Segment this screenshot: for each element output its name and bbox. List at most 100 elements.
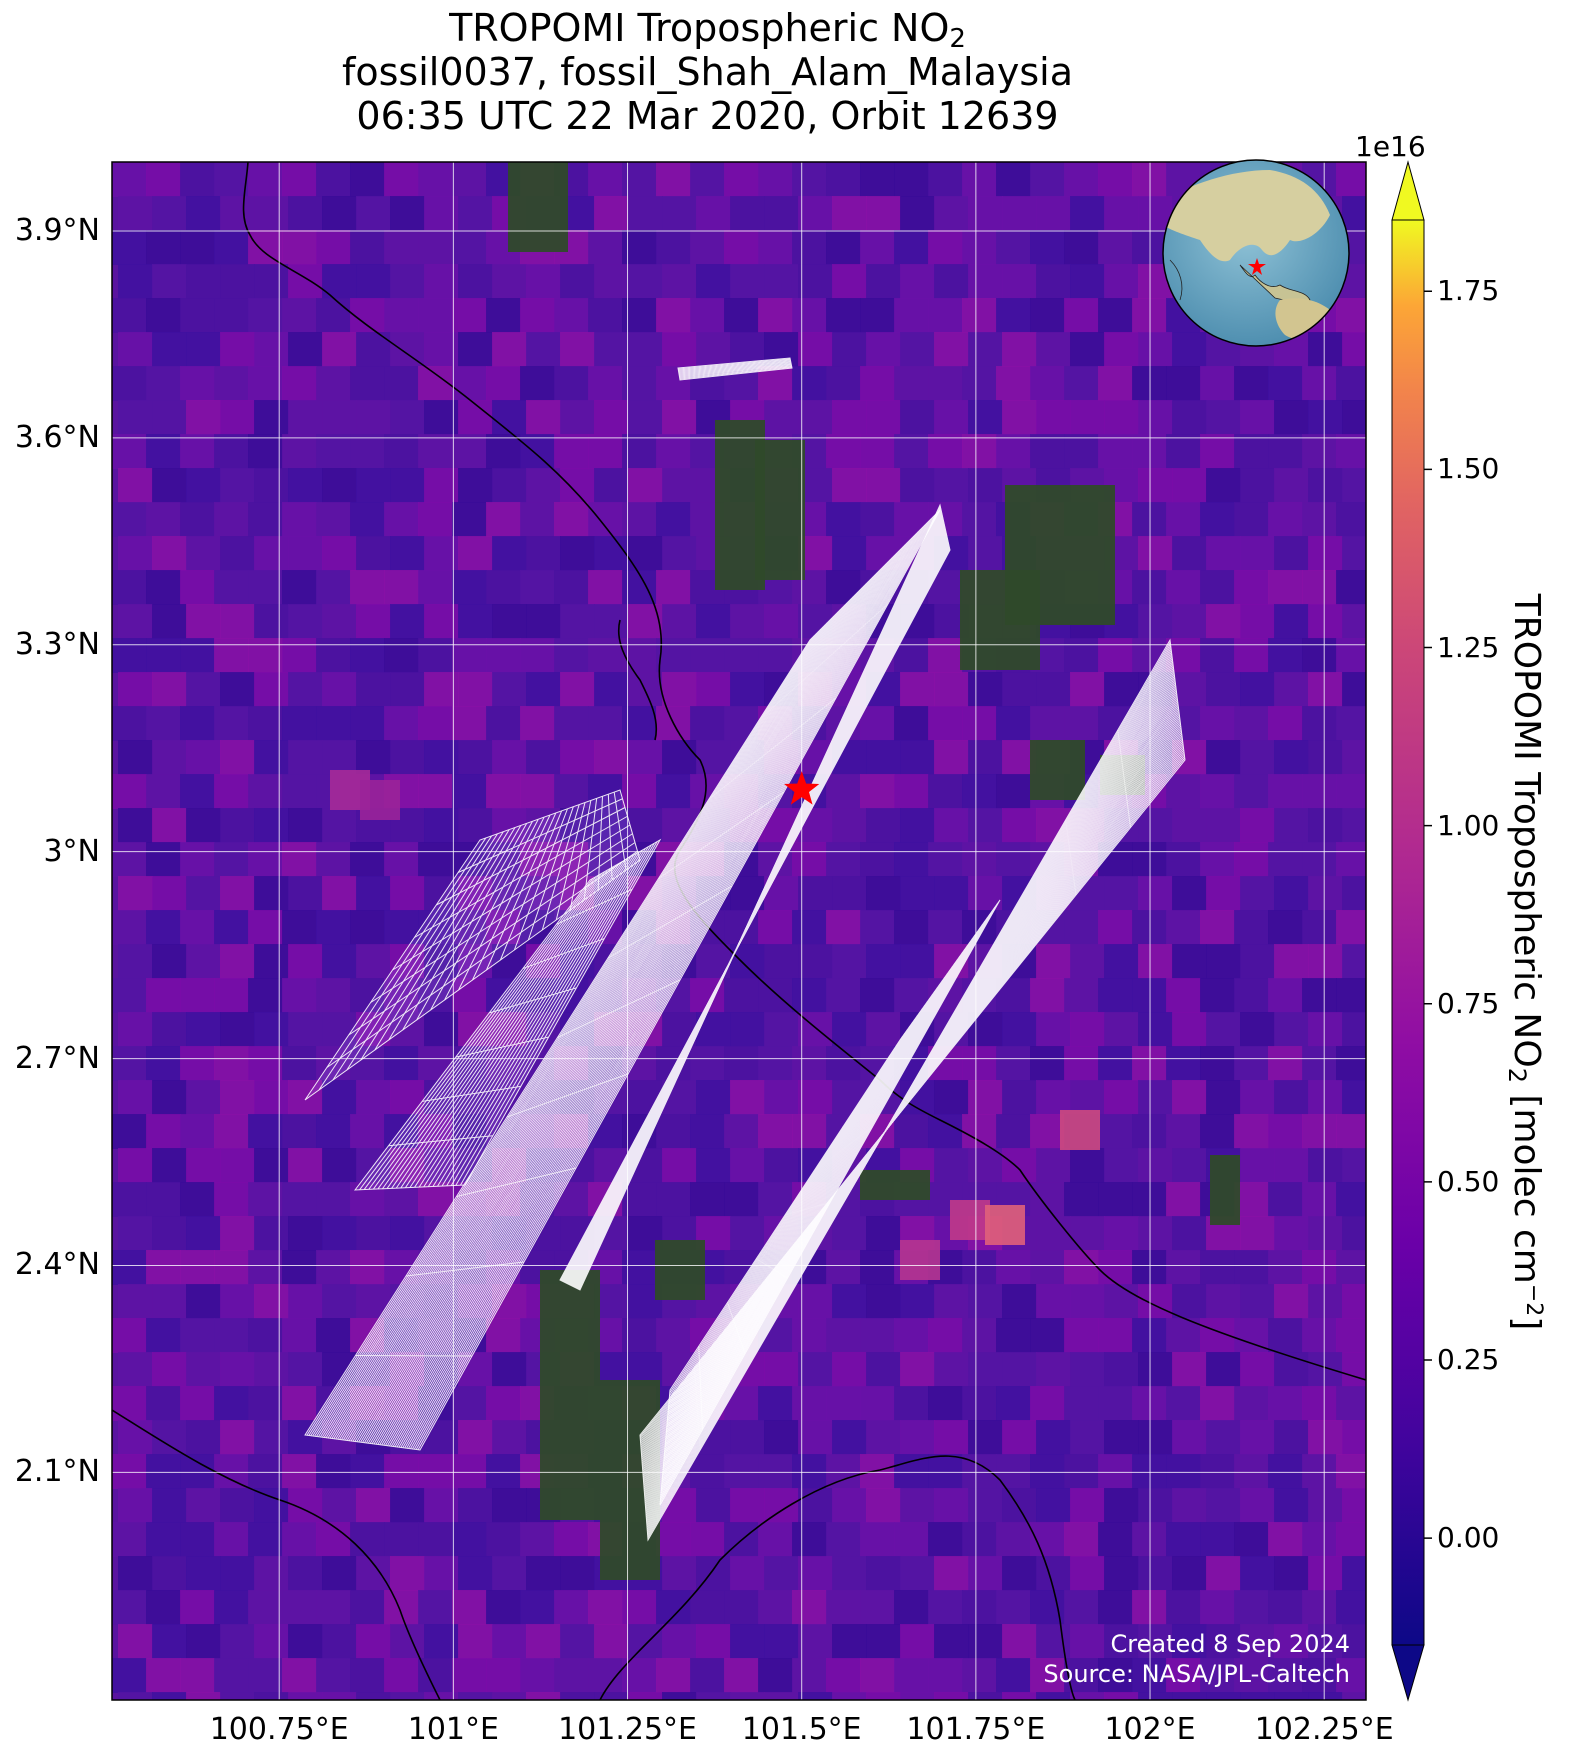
no2-pixel — [1274, 536, 1309, 571]
no2-pixel — [452, 298, 487, 333]
no2-pixel — [1268, 774, 1303, 809]
no2-pixel — [1302, 1590, 1337, 1625]
no2-pixel — [384, 1658, 419, 1693]
no2-pixel — [1104, 1692, 1139, 1700]
no2-pixel — [322, 1148, 357, 1183]
no2-pixel — [520, 1522, 555, 1557]
no2-pixel — [486, 774, 521, 809]
no2-pixel — [900, 1556, 935, 1591]
lat-tick-label: 2.1°N — [14, 1454, 100, 1490]
no2-pixel — [1132, 1114, 1167, 1149]
lat-tick-label: 2.7°N — [14, 1040, 100, 1076]
no2-pixel — [118, 536, 153, 571]
no2-pixel — [390, 332, 425, 367]
no2-pixel — [690, 298, 725, 333]
no2-pixel — [458, 1624, 493, 1659]
no2-pixel — [1274, 1420, 1309, 1455]
no2-pixel — [1336, 638, 1366, 673]
no2-pixel — [1336, 1182, 1366, 1217]
no2-pixel — [866, 264, 901, 299]
swath-line — [444, 818, 539, 1001]
no2-pixel — [520, 774, 555, 809]
no2-pixel — [1070, 1148, 1105, 1183]
no2-pixel — [350, 298, 385, 333]
no2-pixel — [1206, 944, 1241, 979]
no2-pixel — [894, 1522, 929, 1557]
colorbar-label: TROPOMI Tropospheric NO2 [molec cm−2] — [1503, 593, 1547, 1331]
observation-footprints — [304, 357, 1186, 1542]
no2-pixel — [486, 1658, 521, 1693]
no2-pixel — [146, 978, 181, 1013]
no2-pixel — [1138, 1420, 1173, 1455]
swath-line — [663, 948, 966, 1466]
swath-line — [362, 574, 876, 1443]
swath-line — [679, 363, 792, 376]
colorbar-exponent: 1e16 — [1355, 130, 1426, 163]
no2-pixel — [180, 230, 215, 265]
no2-pixel — [1172, 1080, 1207, 1115]
no2-pixel — [288, 1216, 323, 1251]
no2-pixel — [390, 1216, 425, 1251]
no2-pixel — [1308, 1556, 1343, 1591]
no2-pixel — [492, 264, 527, 299]
no2-pixel — [1342, 944, 1366, 979]
no2-pixel — [1166, 978, 1201, 1013]
no2-pixel — [390, 468, 425, 503]
no2-pixel — [390, 672, 425, 707]
no2-pixel — [866, 1624, 901, 1659]
swath-line — [414, 858, 629, 1188]
no2-pixel — [1172, 1352, 1207, 1387]
no2-pixel — [458, 604, 493, 639]
no2-pixel — [1002, 808, 1037, 843]
no2-pixel — [1064, 298, 1099, 333]
no2-pixel — [458, 1352, 493, 1387]
swath-line — [333, 607, 843, 1440]
no2-pixel — [554, 1522, 589, 1557]
no2-pixel — [1206, 1556, 1241, 1591]
no2-pixel — [1070, 1012, 1105, 1047]
no2-pixel — [792, 842, 827, 877]
no2-pixel — [764, 1420, 799, 1455]
no2-pixel — [662, 196, 697, 231]
swath-line — [321, 620, 830, 1438]
map-frame — [111, 161, 1367, 1701]
no2-pixel — [220, 604, 255, 639]
no2-pixel — [758, 910, 793, 945]
no2-pixel — [1036, 1284, 1071, 1319]
no2-pixel — [798, 264, 833, 299]
swath-line — [392, 540, 911, 1447]
no2-pixel — [1132, 162, 1167, 197]
no2-pixel — [1234, 570, 1269, 605]
no2-pixel — [826, 502, 861, 537]
swath-line — [423, 854, 635, 1188]
lon-tick-label: 101.25°E — [558, 1712, 697, 1747]
no2-pixel — [322, 876, 357, 911]
no2-pixel — [248, 1114, 283, 1149]
no2-pixel — [826, 1046, 861, 1081]
no2-pixel — [356, 604, 391, 639]
no2-pixel — [1030, 230, 1065, 265]
no2-pixel — [832, 808, 867, 843]
no2-pixel — [1070, 196, 1105, 231]
no2-pixel — [1002, 1284, 1037, 1319]
no2-pixel — [316, 1318, 351, 1353]
no2-pixel — [1336, 1590, 1366, 1625]
no2-pixel — [1206, 1352, 1241, 1387]
swath-line — [678, 360, 791, 372]
no2-pixel — [860, 706, 895, 741]
swath-line — [386, 546, 904, 1446]
swath-line — [678, 360, 791, 373]
no2-pixel — [968, 536, 1003, 571]
no2-pixel — [860, 910, 895, 945]
no2-pixel — [350, 1454, 385, 1489]
no2-pixel — [1206, 1012, 1241, 1047]
no2-pixel — [112, 1386, 147, 1421]
no2-pixel — [1064, 1386, 1099, 1421]
no2-pixel — [384, 162, 419, 197]
no2-pixel — [894, 230, 929, 265]
no2-pixel — [1240, 1556, 1275, 1591]
no2-pixel — [1268, 1522, 1303, 1557]
no2-pixel — [452, 638, 487, 673]
no2-pixel — [152, 400, 187, 435]
colorbar-tick-label: 1.50 — [1437, 452, 1500, 486]
